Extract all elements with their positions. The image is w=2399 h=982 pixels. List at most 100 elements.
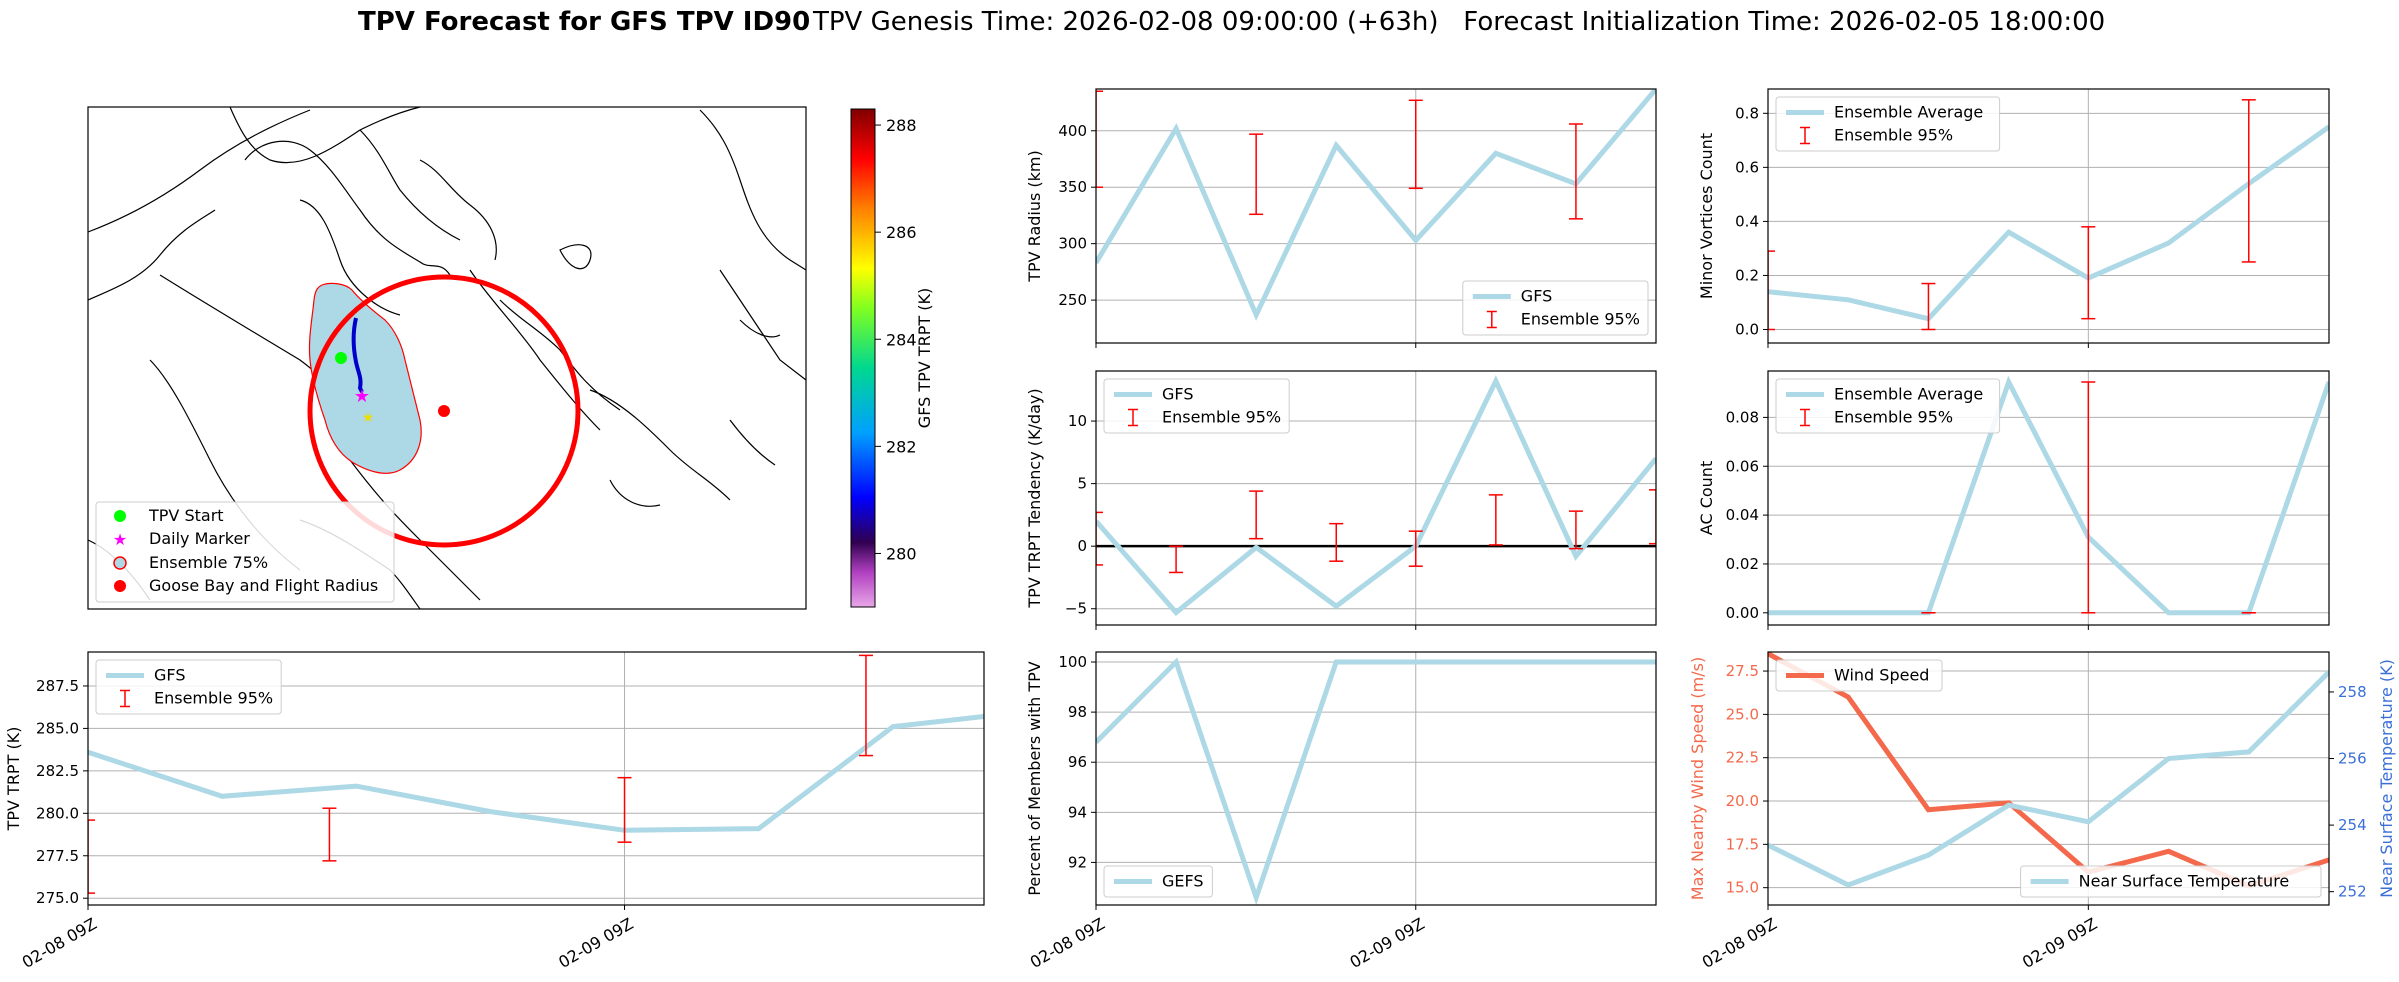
ytick-label: 15.0 bbox=[1726, 879, 1759, 897]
ylabel: Max Nearby Wind Speed (m/s) bbox=[1688, 657, 1707, 900]
legend-ensemble-label: Ensemble 75% bbox=[149, 553, 268, 572]
legend-label: Ensemble Average bbox=[1834, 385, 1983, 404]
ytick-label: 94 bbox=[1068, 803, 1087, 821]
plot-frame bbox=[1767, 88, 2330, 344]
legend: GEFS bbox=[1103, 865, 1213, 898]
ylabel: Percent of Members with TPV bbox=[1025, 661, 1044, 895]
ytick-label: 0.0 bbox=[1735, 320, 1759, 338]
plot-frame bbox=[87, 651, 985, 906]
ytick-label: 0.8 bbox=[1735, 104, 1759, 122]
plot-content bbox=[1096, 89, 1656, 321]
ylabel: AC Count bbox=[1697, 461, 1716, 535]
legend-label: Near Surface Temperature bbox=[2079, 872, 2290, 891]
title-rest: TPV Genesis Time: 2026-02-08 09:00:00 (+… bbox=[812, 7, 2105, 37]
ytick-label: 20.0 bbox=[1726, 792, 1759, 810]
chart-ac: 0.00 0.02 0.04 0.06 0.08 AC Count Ensemble Ave… bbox=[1697, 370, 2330, 630]
legend-box bbox=[1103, 865, 1213, 898]
legend-label: Ensemble 95% bbox=[1162, 408, 1281, 427]
legend-goosebay-label: Goose Bay and Flight Radius bbox=[149, 576, 378, 595]
plot-content bbox=[1768, 375, 2329, 616]
colorbar bbox=[850, 108, 876, 608]
daily-marker-star-2: ★ bbox=[362, 410, 375, 426]
map-panel: ★ ★ TPV Start ★ Daily Marker Ensemble 75… bbox=[87, 106, 934, 610]
legend-label: Ensemble 95% bbox=[1834, 126, 1953, 145]
ytick-label: 280.0 bbox=[36, 804, 79, 822]
legend: Wind Speed bbox=[1775, 659, 1943, 692]
chart-radius: 250 300 350 400 TPV Radius (km) GFS Ensemble 9… bbox=[1025, 88, 1657, 348]
ytick-label: 282.5 bbox=[36, 762, 79, 780]
chart-trpt: 275.0 277.5 280.0 282.5 285.0 287.5 02-08 09Z 0… bbox=[4, 651, 985, 972]
flight-radius-circle bbox=[307, 274, 581, 548]
legend-label: Ensemble 95% bbox=[154, 689, 273, 708]
ytick-right-label: 258 bbox=[2338, 683, 2367, 701]
ytick-label: 277.5 bbox=[36, 847, 79, 865]
map-legend-box bbox=[95, 501, 395, 603]
ytick-label: 96 bbox=[1068, 753, 1087, 771]
xtick-label: 02-08 09Z bbox=[1699, 914, 1780, 972]
ytick-label: 10 bbox=[1068, 412, 1087, 430]
plot-frame bbox=[1767, 651, 2330, 906]
plot-content bbox=[1768, 99, 2329, 331]
tpv-start-marker bbox=[335, 352, 347, 364]
chart-wind: 15.0 17.5 20.0 22.5 25.0 27.5 02-08 09Z 02-09 0… bbox=[1688, 651, 2396, 972]
ytick-label: 100 bbox=[1058, 653, 1087, 671]
ytick-label: 287.5 bbox=[36, 677, 79, 695]
colorbar-tick-label: 282 bbox=[886, 437, 917, 456]
colorbar-label: GFS TPV TRPT (K) bbox=[915, 288, 934, 428]
ytick-label: 250 bbox=[1058, 291, 1087, 309]
series-line-temperature bbox=[1768, 670, 2329, 888]
ylabel: TPV Radius (km) bbox=[1025, 150, 1044, 283]
legend-daily-label: Daily Marker bbox=[149, 529, 250, 548]
ytick-label: 0.6 bbox=[1735, 158, 1759, 176]
ytick-right-label: 254 bbox=[2338, 816, 2367, 834]
legend-label: Ensemble 95% bbox=[1521, 310, 1640, 329]
ytick-label: 0.04 bbox=[1726, 506, 1759, 524]
colorbar-tick-label: 286 bbox=[886, 223, 917, 242]
ytick-label: 25.0 bbox=[1726, 705, 1759, 723]
chart-tendency: −5 0 5 10 TPV TRPT Tendency (K/day) GFS Ensemb… bbox=[1025, 370, 1657, 630]
legend-goosebay-icon bbox=[114, 580, 126, 592]
legend-box bbox=[1775, 96, 2001, 152]
legend-box bbox=[1775, 659, 1943, 692]
legend: Ensemble Average Ensemble 95% bbox=[1775, 96, 2001, 152]
legend-label: GFS bbox=[154, 666, 185, 685]
daily-marker-star: ★ bbox=[354, 386, 370, 407]
legend: GFS Ensemble 95% bbox=[1462, 280, 1649, 336]
chart-minor: 0.0 0.2 0.4 0.6 0.8 Minor Vortices Count Ensem… bbox=[1697, 88, 2330, 348]
ytick-label: 27.5 bbox=[1726, 662, 1759, 680]
ytick-label: 0.08 bbox=[1726, 408, 1759, 426]
xtick-label: 02-09 09Z bbox=[1346, 914, 1427, 972]
title-bold: TPV Forecast for GFS TPV ID90 bbox=[358, 7, 810, 37]
colorbar-tick-label: 288 bbox=[886, 116, 917, 135]
ytick-label: 17.5 bbox=[1726, 835, 1759, 853]
colorbar-tick-label: 280 bbox=[886, 544, 917, 563]
series-line bbox=[1096, 657, 1656, 905]
ytick-label: 400 bbox=[1058, 122, 1087, 140]
ytick-label: 22.5 bbox=[1726, 749, 1759, 767]
ytick-right-label: 252 bbox=[2338, 883, 2367, 901]
coastlines bbox=[87, 106, 807, 610]
legend-start-icon bbox=[114, 510, 126, 522]
legend: Ensemble Average Ensemble 95% bbox=[1775, 378, 2001, 434]
ytick-label: 285.0 bbox=[36, 719, 79, 737]
ylabel: TPV TRPT (K) bbox=[4, 727, 23, 832]
legend-label: GFS bbox=[1521, 287, 1552, 306]
ytick-label: 0.06 bbox=[1726, 457, 1759, 475]
xtick-label: 02-09 09Z bbox=[2019, 914, 2100, 972]
legend: GFS Ensemble 95% bbox=[95, 659, 282, 715]
ylabel: Minor Vortices Count bbox=[1697, 133, 1716, 299]
goose-bay-marker bbox=[438, 405, 450, 417]
series-line bbox=[1096, 89, 1656, 321]
legend-box bbox=[1775, 378, 2001, 434]
ytick-right-label: 256 bbox=[2338, 750, 2367, 768]
chart-percent: 92 94 96 98 100 02-08 09Z 02-09 09Z Percent of … bbox=[1025, 651, 1657, 972]
ytick-label: 0.4 bbox=[1735, 212, 1759, 230]
legend-label: GFS bbox=[1162, 385, 1193, 404]
series-line bbox=[88, 714, 984, 833]
ytick-label: 275.0 bbox=[36, 889, 79, 907]
plot-frame bbox=[1095, 651, 1657, 906]
colorbar-ticks: 280 282 284 286 288 bbox=[875, 116, 917, 563]
xtick-label: 02-08 09Z bbox=[19, 914, 100, 972]
legend: GFS Ensemble 95% bbox=[1103, 378, 1290, 434]
